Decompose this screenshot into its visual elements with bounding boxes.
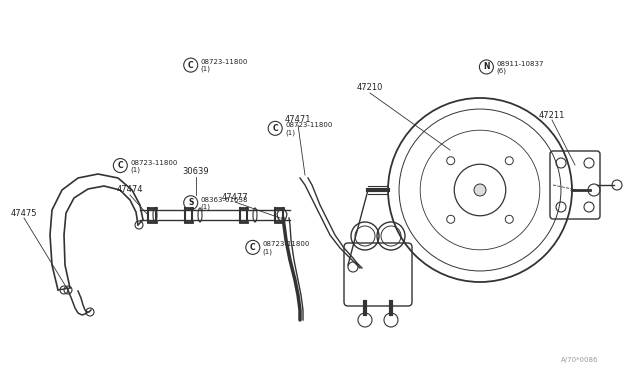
Text: 47475: 47475: [11, 208, 37, 218]
Text: C: C: [118, 161, 123, 170]
Text: N: N: [483, 62, 490, 71]
Text: (1): (1): [201, 66, 211, 72]
Text: 47477: 47477: [221, 192, 248, 202]
Text: (6): (6): [497, 68, 506, 74]
Text: 08723-11800: 08723-11800: [263, 241, 310, 247]
Text: (1): (1): [285, 129, 295, 135]
Text: (1): (1): [201, 203, 211, 210]
Text: 08723-11800: 08723-11800: [201, 59, 248, 65]
Text: 08723-11800: 08723-11800: [131, 160, 178, 166]
Text: 08363-61638: 08363-61638: [201, 197, 248, 203]
Text: (1): (1): [131, 166, 140, 173]
Text: 30639: 30639: [182, 167, 209, 176]
Text: 47210: 47210: [357, 83, 383, 93]
Text: A/70*0086: A/70*0086: [561, 357, 599, 363]
Text: C: C: [250, 243, 255, 252]
Text: 08911-10837: 08911-10837: [497, 61, 544, 67]
Text: C: C: [188, 61, 193, 70]
Text: 47471: 47471: [285, 115, 311, 125]
Text: 47474: 47474: [116, 186, 143, 195]
Text: C: C: [273, 124, 278, 133]
Text: 47211: 47211: [539, 110, 565, 119]
Text: 08723-11800: 08723-11800: [285, 122, 333, 128]
Circle shape: [474, 184, 486, 196]
Text: S: S: [188, 198, 193, 207]
Text: (1): (1): [263, 248, 273, 254]
